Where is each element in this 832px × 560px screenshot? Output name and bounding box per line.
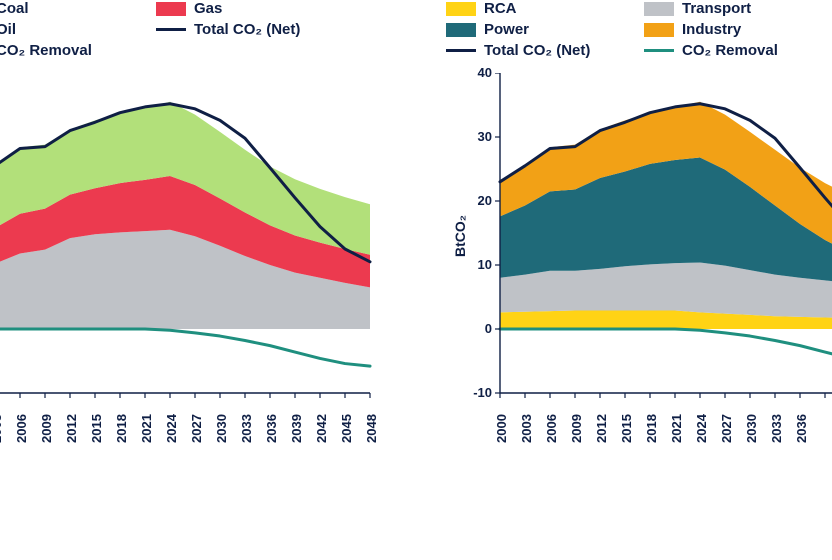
legend-label: Total CO₂ (Net)	[194, 21, 300, 38]
legend-swatch	[446, 23, 476, 37]
x-tick-label: 2021	[669, 414, 684, 443]
legend-item-power: Power	[446, 21, 636, 38]
x-tick-label: 2000	[494, 414, 509, 443]
legend-item-transport: Transport	[644, 0, 832, 17]
y-tick-label: 0	[458, 321, 492, 336]
legend-label: CO₂ Removal	[682, 42, 778, 59]
right-plot: -100102030402000200320062009201220152018…	[438, 73, 832, 513]
x-tick-label: 2003	[0, 414, 4, 443]
y-tick-label: 10	[458, 257, 492, 272]
x-tick-label: 2039	[289, 414, 304, 443]
legend-label: Transport	[682, 0, 751, 17]
y-tick-label: 20	[458, 193, 492, 208]
x-tick-label: 2033	[769, 414, 784, 443]
x-tick-label: 2033	[239, 414, 254, 443]
x-tick-label: 2024	[694, 414, 709, 443]
y-tick-label: 30	[458, 129, 492, 144]
x-tick-label: 2030	[744, 414, 759, 443]
legend-label: CO₂ Removal	[0, 42, 92, 59]
legend-swatch	[644, 2, 674, 16]
x-tick-label: 2027	[719, 414, 734, 443]
x-tick-label: 2015	[89, 414, 104, 443]
legend-swatch	[156, 28, 186, 31]
legend-item-oil: Oil	[0, 21, 148, 38]
legend-label: RCA	[484, 0, 517, 17]
legend-label: Industry	[682, 21, 741, 38]
x-tick-label: 2042	[314, 414, 329, 443]
x-tick-label: 2036	[264, 414, 279, 443]
right-legend: RCA Transport Power Industry Total CO₂ (Net)…	[438, 0, 832, 59]
legend-label: Power	[484, 21, 529, 38]
y-axis-label: BtCO₂	[452, 215, 468, 257]
legend-swatch	[644, 23, 674, 37]
legend-swatch	[156, 2, 186, 16]
x-tick-label: 2036	[794, 414, 809, 443]
legend-swatch	[644, 49, 674, 52]
legend-item-rca: RCA	[446, 0, 636, 17]
x-tick-label: 2018	[114, 414, 129, 443]
x-tick-label: 2027	[189, 414, 204, 443]
legend-label: Oil	[0, 21, 16, 38]
x-tick-label: 2021	[139, 414, 154, 443]
line-co2-removal	[500, 329, 832, 366]
right-chart-panel: RCA Transport Power Industry Total CO₂ (Net)…	[438, 0, 832, 513]
legend-item-industry: Industry	[644, 21, 832, 38]
x-tick-label: 2030	[214, 414, 229, 443]
x-tick-label: 2045	[339, 414, 354, 443]
legend-label: Total CO₂ (Net)	[484, 42, 590, 59]
legend-label: Coal	[0, 0, 29, 17]
legend-label: Gas	[194, 0, 222, 17]
x-tick-label: 2009	[569, 414, 584, 443]
legend-item-coal: Coal	[0, 0, 148, 17]
legend-swatch	[446, 2, 476, 16]
x-tick-label: 2006	[14, 414, 29, 443]
x-tick-label: 2003	[519, 414, 534, 443]
x-tick-label: 2024	[164, 414, 179, 443]
legend-item-co-removal: CO₂ Removal	[0, 42, 148, 59]
x-tick-label: 2009	[39, 414, 54, 443]
legend-item-co-removal: CO₂ Removal	[644, 42, 832, 59]
x-tick-label: 2018	[644, 414, 659, 443]
left-legend: Coal Gas Oil Total CO₂ (Net) CO₂ Removal	[0, 0, 420, 59]
x-tick-label: 2012	[64, 414, 79, 443]
legend-swatch	[446, 49, 476, 52]
x-tick-label: 2048	[364, 414, 379, 443]
x-tick-label: 2015	[619, 414, 634, 443]
x-tick-label: 2006	[544, 414, 559, 443]
left-chart-panel: CoalGasOilTotal CO₂ (Net)CO₂ Removal -10…	[0, 0, 420, 513]
y-tick-label: 40	[458, 65, 492, 80]
y-tick-label: -10	[458, 385, 492, 400]
line-co2-removal	[0, 329, 370, 366]
x-tick-label: 2012	[594, 414, 609, 443]
legend-item-total-co-net-: Total CO₂ (Net)	[446, 42, 636, 59]
legend-item-total-co-net-: Total CO₂ (Net)	[156, 21, 346, 38]
left-plot: -100102030402003200620092012201520182021…	[0, 73, 390, 513]
legend-item-gas: Gas	[156, 0, 346, 17]
